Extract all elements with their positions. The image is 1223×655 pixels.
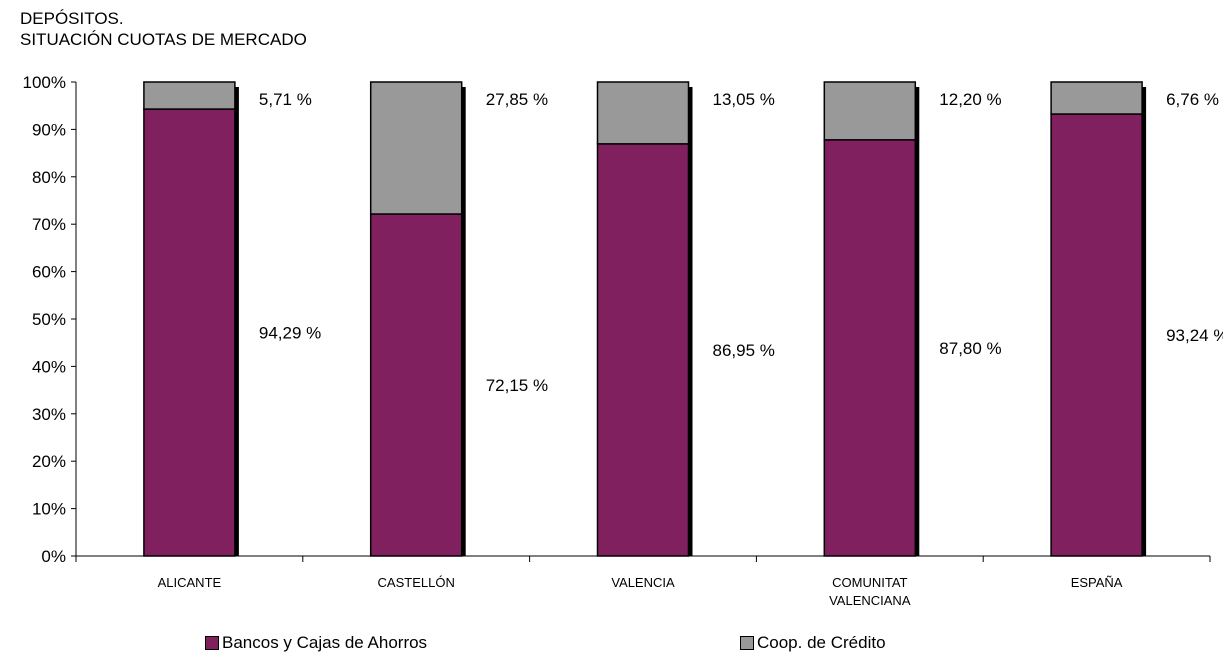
bar-shadow: [234, 87, 239, 556]
bar-shadow: [461, 87, 466, 556]
bar-segment: [1050, 81, 1143, 115]
y-tick-label: 80%: [32, 168, 66, 187]
data-label: 87,80 %: [939, 339, 1001, 358]
y-tick-label: 60%: [32, 263, 66, 282]
x-tick-label: VALENCIA: [611, 575, 675, 590]
legend-swatch-coop: [740, 636, 754, 650]
bar-segment: [1050, 113, 1143, 557]
bar-segment: [823, 81, 917, 141]
bar-segment: [143, 108, 236, 557]
bar-segment: [823, 139, 917, 557]
chart-title: DEPÓSITOS.: [20, 9, 124, 28]
x-tick-label: VALENCIANA: [829, 593, 911, 608]
bar-segment: [596, 143, 690, 557]
x-tick-label: ESPAÑA: [1071, 575, 1123, 590]
y-tick-label: 10%: [32, 500, 66, 519]
bar-shadow: [1142, 87, 1147, 556]
y-tick-label: 50%: [32, 310, 66, 329]
bar-shadow: [688, 87, 693, 556]
chart-title-block: DEPÓSITOS. SITUACIÓN CUOTAS DE MERCADO: [20, 8, 307, 50]
x-tick-label: COMUNITAT: [832, 575, 907, 590]
data-label: 93,24 %: [1166, 326, 1223, 345]
data-label: 27,85 %: [486, 90, 548, 109]
y-tick-label: 70%: [32, 215, 66, 234]
bar-segment: [596, 81, 690, 145]
data-label: 72,15 %: [486, 376, 548, 395]
y-tick-label: 40%: [32, 357, 66, 376]
data-label: 5,71 %: [259, 90, 312, 109]
bar-segment: [143, 81, 236, 110]
data-label: 6,76 %: [1166, 90, 1219, 109]
y-tick-label: 0%: [41, 547, 66, 566]
x-tick-label: CASTELLÓN: [378, 575, 455, 590]
data-label: 94,29 %: [259, 324, 321, 343]
chart-subtitle: SITUACIÓN CUOTAS DE MERCADO: [20, 30, 307, 49]
data-label: 12,20 %: [939, 90, 1001, 109]
bar-segment: [369, 81, 463, 215]
y-tick-label: 30%: [32, 405, 66, 424]
y-tick-label: 20%: [32, 452, 66, 471]
data-label: 13,05 %: [713, 90, 775, 109]
legend-label-banks: Bancos y Cajas de Ahorros: [222, 633, 428, 652]
legend-item-banks: Bancos y Cajas de Ahorros: [205, 634, 427, 652]
data-label: 86,95 %: [713, 341, 775, 360]
legend-item-coop: Coop. de Crédito: [740, 634, 886, 652]
bar-shadow: [915, 87, 920, 556]
legend-label-coop: Coop. de Crédito: [757, 633, 886, 652]
legend-swatch-banks: [205, 636, 219, 650]
x-tick-label: ALICANTE: [158, 575, 222, 590]
y-tick-label: 90%: [32, 120, 66, 139]
bar-segment: [369, 213, 463, 557]
y-tick-label: 100%: [23, 73, 66, 92]
